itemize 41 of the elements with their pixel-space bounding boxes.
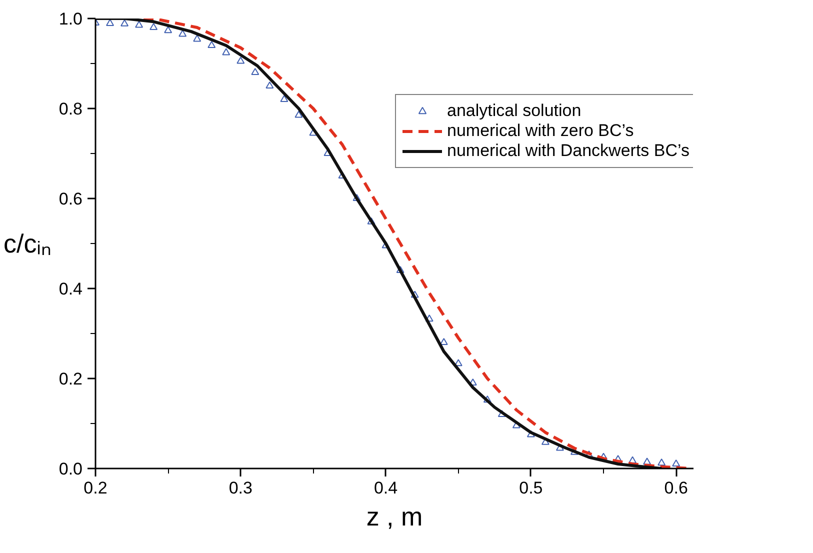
point [266, 81, 274, 89]
x-tick-label: 0.5 [519, 478, 543, 498]
point [628, 456, 637, 464]
x-tick-label: 0.3 [228, 478, 252, 498]
y-tick-label: 1.0 [58, 10, 83, 28]
point [396, 266, 404, 274]
point [120, 19, 129, 26]
y-tick-label: 0.2 [58, 370, 83, 388]
point [164, 26, 172, 34]
point [222, 48, 230, 56]
x-tick-label: 0.6 [664, 478, 688, 498]
point [150, 22, 158, 30]
legend-label: numerical with zero BC’s [447, 121, 634, 141]
y-axis-title: c/cᵢₙ [4, 228, 51, 258]
point [294, 110, 303, 118]
point [483, 396, 492, 403]
point [352, 194, 361, 202]
point [643, 458, 652, 465]
point [251, 68, 260, 76]
point [208, 40, 216, 48]
x-tick-label: 0.2 [84, 478, 108, 498]
point [672, 459, 680, 467]
legend-label: analytical solution [447, 101, 582, 121]
y-tick-label: 0.8 [58, 100, 83, 118]
point [236, 56, 245, 64]
point [526, 430, 535, 438]
point [135, 20, 144, 28]
point [280, 94, 288, 102]
y-tick-label: 0.6 [58, 190, 83, 208]
point [425, 314, 434, 322]
point [658, 458, 666, 466]
x-tick-label: 0.4 [374, 478, 398, 498]
point [193, 34, 202, 42]
point [440, 338, 448, 346]
point [410, 290, 419, 298]
y-tick-label: 0.4 [58, 280, 83, 298]
point [178, 30, 187, 37]
point [367, 217, 376, 224]
y-tick-label: 0.0 [58, 460, 83, 478]
x-axis-title: z , m [366, 502, 423, 532]
legend-label: numerical with Danckwerts BC’s [447, 141, 690, 161]
